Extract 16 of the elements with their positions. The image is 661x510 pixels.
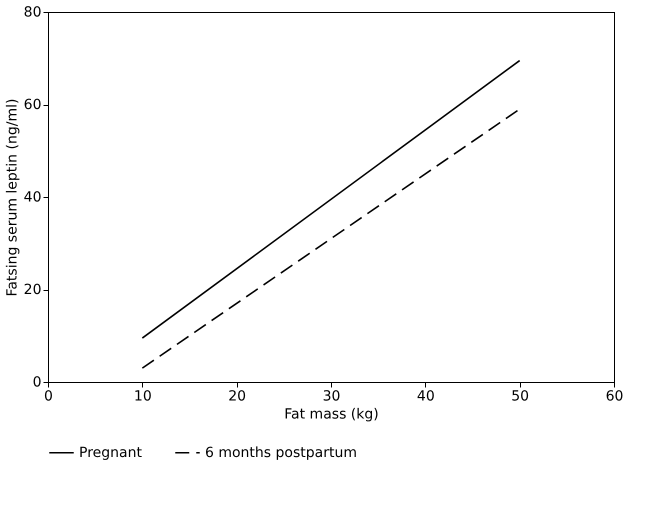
legend-label: Pregnant (79, 444, 142, 461)
x-tick-label: 60 (606, 388, 624, 404)
y-tick-label: 60 (24, 97, 42, 113)
x-tick-label: 50 (511, 388, 530, 404)
x-tick-label: 30 (322, 388, 340, 404)
x-tick-label: 20 (228, 388, 246, 404)
y-tick-label: 40 (24, 190, 42, 206)
x-axis-title: Fat mass (kg) (284, 406, 379, 422)
y-tick-label: 0 (32, 374, 42, 390)
y-axis-title: Fatsing serum leptin (ng/ml) (4, 98, 21, 296)
y-tick-label: 80 (24, 4, 42, 20)
x-tick-label: 0 (44, 388, 53, 404)
legend-label: 6 months postpartum (205, 444, 357, 461)
x-tick-label: 10 (134, 388, 152, 404)
y-tick-label: 20 (24, 282, 42, 298)
x-tick-label: 40 (416, 388, 435, 404)
